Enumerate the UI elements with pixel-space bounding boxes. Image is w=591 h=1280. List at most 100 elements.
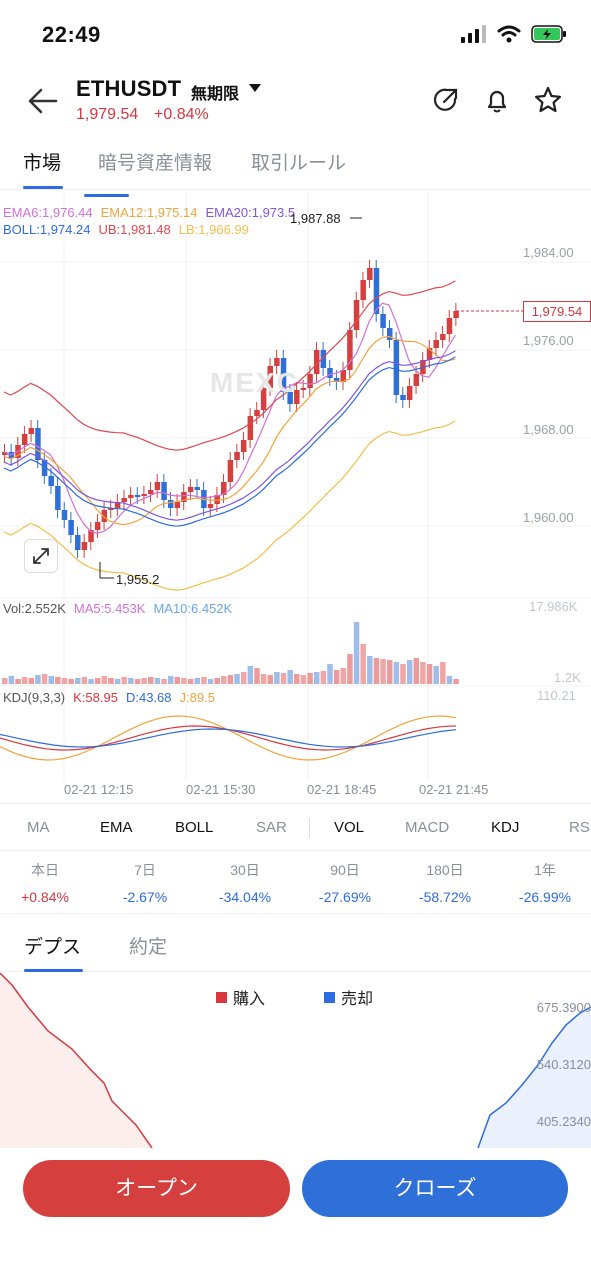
back-arrow-icon[interactable]: [26, 86, 60, 116]
volume-bar: [373, 658, 380, 684]
indicator-tab-boll[interactable]: BOLL: [175, 819, 214, 836]
legend-buy-swatch: [216, 991, 227, 1003]
candle-body: [181, 492, 187, 502]
candle-body: [35, 428, 41, 460]
volume-bar: [8, 676, 15, 684]
depth-axis-label: 675.3900: [536, 1000, 591, 1015]
last-price-tag: 1,979.54: [523, 301, 591, 322]
volume-bar: [300, 675, 307, 684]
footer: オープン クローズ: [0, 1148, 591, 1280]
indicator-tab-rsi[interactable]: RS: [569, 819, 590, 836]
status-icons: [461, 24, 567, 44]
kdj-d-value: D:43.68: [125, 690, 172, 705]
expand-button[interactable]: [24, 539, 58, 573]
star-icon[interactable]: [533, 85, 563, 115]
volume-bar: [274, 672, 280, 684]
bell-icon[interactable]: [482, 85, 512, 115]
volume-bar: [227, 675, 234, 684]
indicator-tab-vol[interactable]: VOL: [334, 819, 365, 836]
caret-down-icon[interactable]: [248, 83, 262, 93]
tab-trading-rules[interactable]: 取引ルール: [251, 153, 347, 174]
perf-value: +0.84%: [21, 889, 69, 905]
volume-bar: [380, 659, 386, 684]
tab-crypto-info[interactable]: 暗号資産情報: [98, 153, 213, 174]
perf-label: 30日: [230, 862, 260, 878]
candle-body: [446, 318, 453, 334]
time-label: 02-21 18:45: [307, 782, 377, 797]
volume-bar: [254, 668, 260, 684]
overlays: [3, 280, 456, 591]
indicator-tab-macd[interactable]: MACD: [405, 819, 450, 836]
candle-body: [194, 487, 200, 490]
open-button[interactable]: オープン: [23, 1160, 290, 1217]
kdj-d-line: [0, 728, 457, 748]
candle-body: [294, 390, 300, 404]
volume-bars: [2, 622, 459, 684]
close-button[interactable]: クローズ: [302, 1160, 568, 1217]
ema12-line: [3, 335, 456, 526]
volume-bar: [426, 664, 433, 684]
tab-depth[interactable]: デプス: [24, 937, 82, 958]
kdj-lines: [0, 715, 457, 761]
perf-30d: 30日 -34.04%: [195, 860, 295, 905]
kline-canvas[interactable]: [0, 190, 591, 802]
perf-label: 本日: [31, 862, 59, 878]
main-tabs: 市場 暗号資産情報 取引ルール: [0, 138, 591, 197]
candle-body: [148, 490, 154, 494]
volume-bar: [134, 679, 141, 684]
candle-body: [48, 476, 54, 486]
volume-axis-bottom: 1.2K: [554, 670, 581, 685]
candle-body: [68, 520, 74, 535]
candle-body: [260, 388, 267, 410]
indicator-tab-kdj[interactable]: KDJ: [491, 819, 520, 836]
volume-bar: [333, 670, 340, 684]
candle-body: [307, 374, 313, 388]
volume-bar: [386, 660, 393, 684]
bid-depth-area: [0, 973, 152, 1148]
tab-trades[interactable]: 約定: [129, 937, 168, 958]
tab-market[interactable]: 市場: [23, 153, 62, 174]
volume-bar: [413, 658, 420, 684]
volume-bar: [194, 678, 200, 684]
candle-body: [360, 280, 366, 300]
depth-axis-label: 540.3120: [536, 1057, 591, 1072]
volume-bar: [15, 679, 21, 684]
volume-bar: [141, 678, 147, 684]
legend-sell-swatch: [324, 991, 335, 1003]
share-icon[interactable]: [431, 85, 461, 115]
time-label: 02-21 12:15: [64, 782, 134, 797]
indicator-tab-ma[interactable]: MA: [27, 819, 50, 836]
candle-body: [114, 502, 121, 508]
ema6-line: [3, 302, 456, 534]
status-bar: 22:49: [0, 0, 591, 70]
indicator-tab-ema[interactable]: EMA: [100, 819, 133, 836]
pair-suffix[interactable]: 無期限: [191, 86, 240, 103]
candle-body: [373, 268, 380, 314]
volume-bar: [81, 677, 88, 684]
volume-bar: [88, 679, 94, 684]
perf-1y: 1年 -26.99%: [495, 860, 591, 905]
candle-body: [287, 392, 293, 404]
volume-bar: [114, 679, 121, 684]
candle-body: [386, 328, 393, 340]
volume-bar: [75, 678, 81, 684]
volume-bar: [128, 678, 134, 684]
candle-body: [413, 374, 420, 386]
volume-bar: [35, 675, 41, 684]
boll-lower-line: [3, 420, 456, 591]
ema6-value: EMA6:1,976.44: [3, 205, 93, 220]
perf-value: -34.04%: [218, 889, 272, 905]
indicator-tab-sar[interactable]: SAR: [256, 819, 287, 836]
kdj-j-value: J:89.5: [179, 690, 215, 705]
volume-legend: Vol:2.552K MA5:5.453K MA10:6.452K: [3, 601, 240, 616]
candle-body: [94, 522, 101, 530]
kdj-axis-top: 110.21: [537, 688, 576, 703]
volume-bar: [161, 679, 167, 684]
perf-value: -26.99%: [518, 889, 572, 905]
kline-chart[interactable]: MEXC EMA6:1,976.44 EMA12:1,975.14 EMA20:1,…: [0, 190, 591, 802]
ema20-line: [3, 350, 456, 521]
depth-chart[interactable]: 購入 売却 675.3900 540.3120 405.2340: [0, 973, 591, 1148]
signal-icon: [461, 25, 486, 43]
volume-bar: [247, 666, 254, 684]
pair-title[interactable]: ETHUSDT: [76, 76, 182, 101]
